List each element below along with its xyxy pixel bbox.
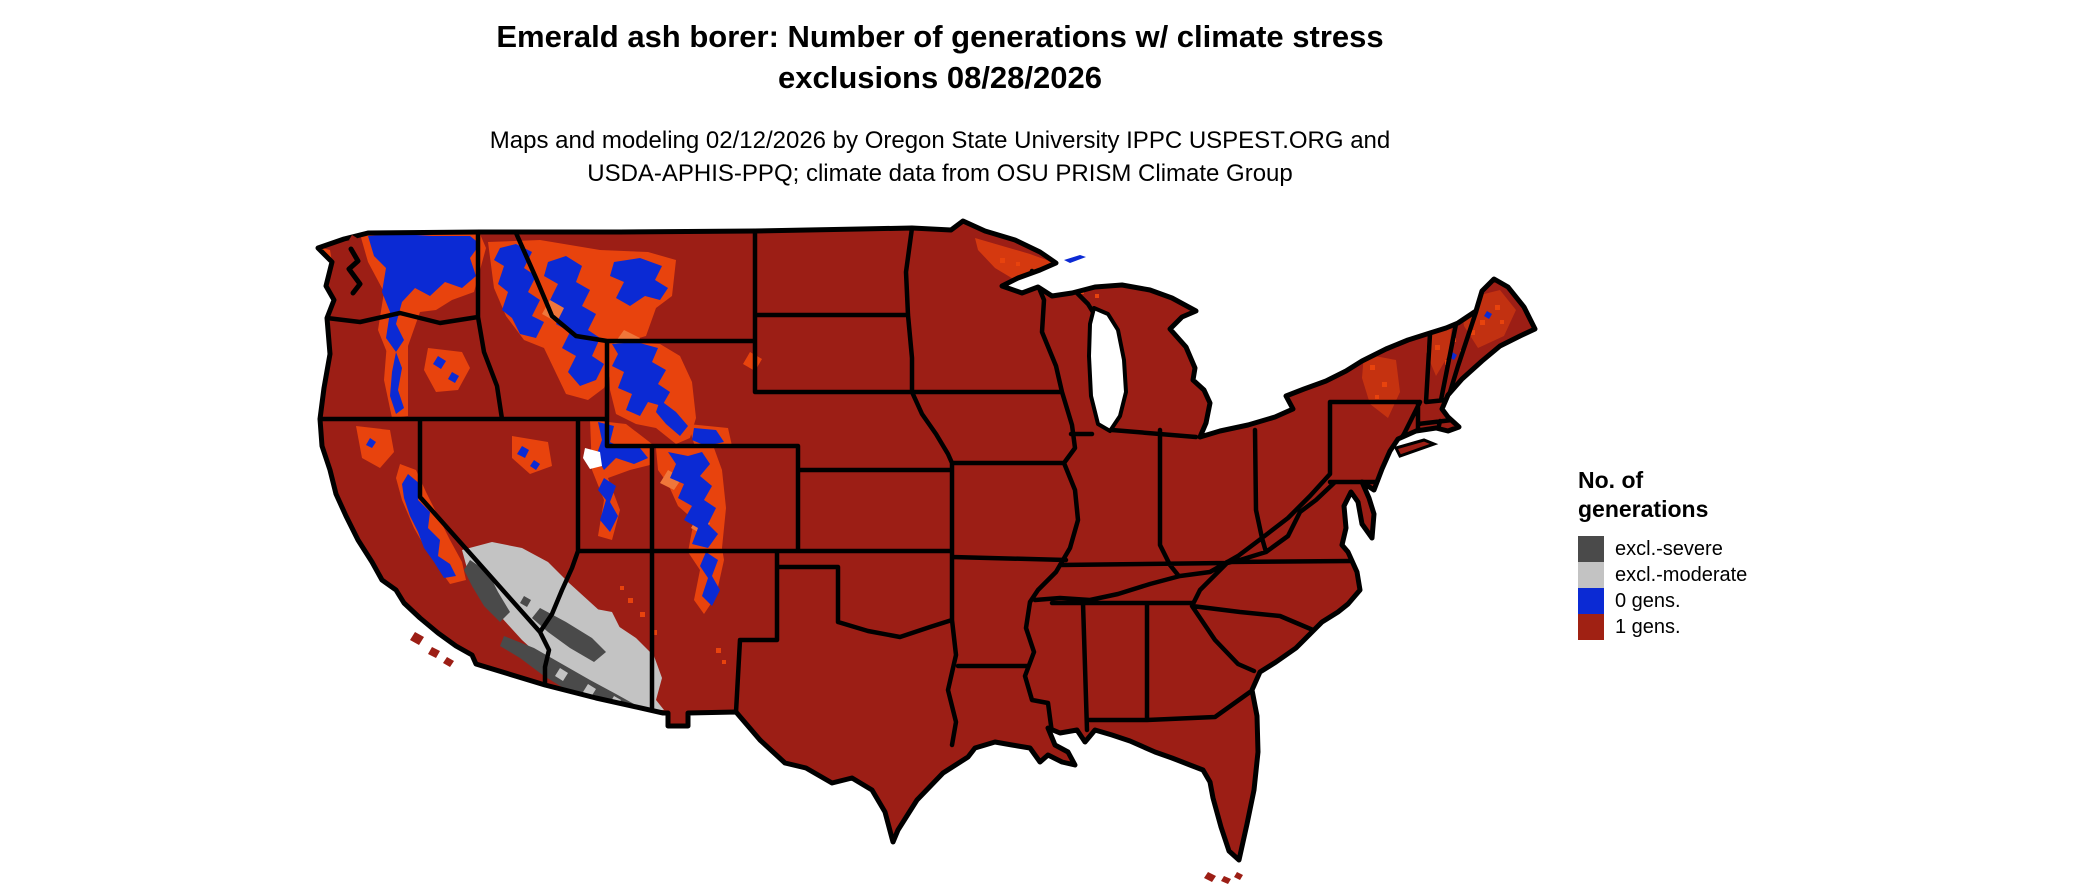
raster-patch: [692, 428, 724, 446]
raster-patch: [700, 552, 720, 606]
raster-patch: [424, 348, 470, 392]
legend-item: excl.-severe: [1578, 536, 1878, 562]
raster-patch: [598, 478, 618, 532]
raster-patch: [610, 258, 668, 306]
raster-patch: [402, 474, 456, 578]
exclusion-patches: [462, 542, 664, 711]
raster-patch: [512, 436, 552, 474]
figure-title-line2: exclusions 08/28/2026: [777, 60, 1102, 95]
legend-heading: No. of generations: [1578, 466, 1878, 524]
raster-patch: [390, 352, 404, 414]
raster-patch: [1426, 326, 1452, 376]
legend-heading-line2: generations: [1578, 496, 1709, 522]
legend-items: excl.-severe excl.-moderate 0 gens. 1 gens.: [1578, 536, 1878, 640]
legend-swatch: [1578, 536, 1604, 562]
raster-patch: [555, 668, 621, 707]
legend-swatch: [1578, 614, 1604, 640]
figure-subtitle-line1: Maps and modeling 02/12/2026 by Oregon S…: [489, 127, 1391, 154]
puget-sound: [346, 246, 363, 296]
legend-item-label: excl.-severe: [1615, 537, 1723, 560]
raster-patch: [520, 596, 531, 607]
legend-item-label: 1 gens.: [1615, 615, 1681, 638]
florida-keys: [1204, 872, 1243, 884]
map-legend: No. of generations excl.-severe excl.-mod…: [1578, 466, 1878, 640]
raster-patch: [542, 296, 710, 535]
figure-title-line1: Emerald ash borer: Number of generations…: [496, 19, 1384, 54]
raster-patch: [464, 560, 510, 622]
raster-patch: [656, 400, 688, 436]
us-outline: [315, 218, 1538, 863]
legend-item-label: excl.-moderate: [1615, 563, 1748, 586]
zero-gen-patches: [366, 234, 1492, 606]
figure-subtitle: Maps and modeling 02/12/2026 by Oregon S…: [0, 124, 1880, 190]
wa-coast-dot: [349, 235, 357, 243]
raster-patch: [494, 244, 544, 338]
raster-patch: [368, 234, 480, 352]
us-landmass: [318, 221, 1535, 860]
islands: [349, 235, 1439, 884]
channel-islands: [410, 632, 454, 667]
raster-patch: [612, 342, 670, 416]
long-island: [1393, 438, 1439, 458]
legend-heading-line1: No. of: [1578, 467, 1644, 493]
legend-item: 0 gens.: [1578, 588, 1878, 614]
legend-item: 1 gens.: [1578, 614, 1878, 640]
lakes: [583, 306, 1128, 469]
figure-title: Emerald ash borer: Number of generations…: [0, 16, 1880, 98]
legend-swatch: [1578, 562, 1604, 588]
raster-overlays: [318, 225, 1516, 748]
figure-subtitle-line2: USDA-APHIS-PPQ; climate data from OSU PR…: [587, 160, 1293, 187]
isle-royale: [1064, 255, 1086, 263]
lake-michigan: [1087, 306, 1128, 433]
raster-patch: [532, 608, 606, 662]
raster-patch: [356, 426, 394, 468]
legend-swatch: [1578, 588, 1604, 614]
raster-patch: [544, 256, 604, 386]
legend-item: excl.-moderate: [1578, 562, 1878, 588]
legend-item-label: 0 gens.: [1615, 589, 1681, 612]
raster-patch: [668, 452, 718, 548]
great-salt-lake: [583, 448, 602, 469]
